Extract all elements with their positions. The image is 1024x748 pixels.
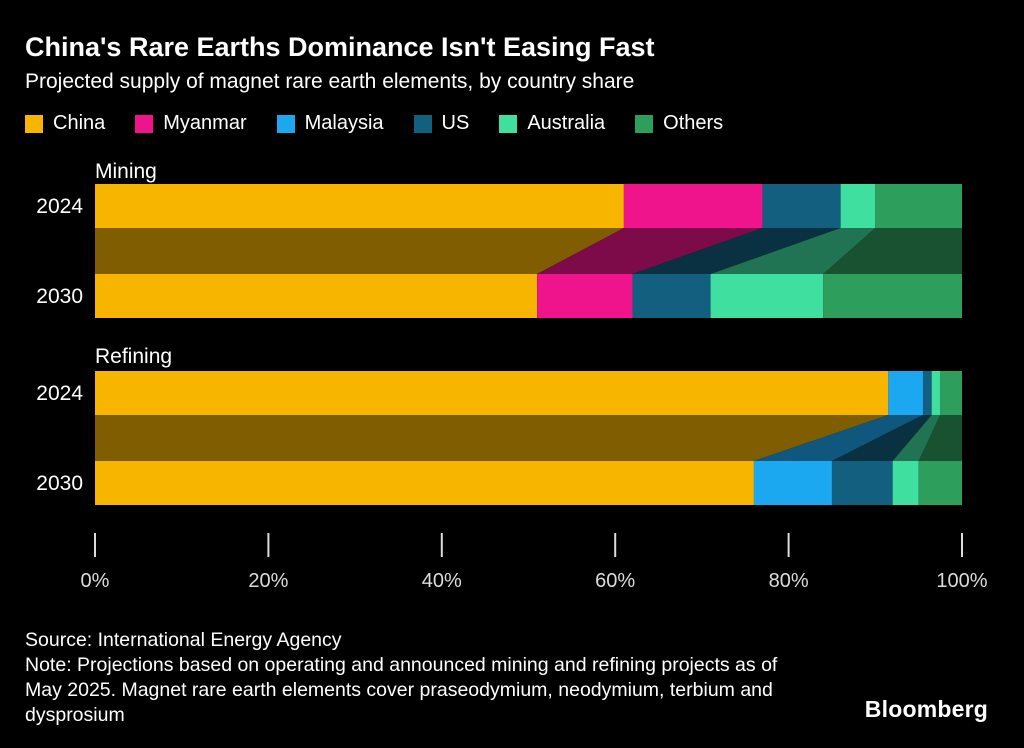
group-label-mining: Mining xyxy=(95,160,157,183)
page-subtitle: Projected supply of magnet rare earth el… xyxy=(25,70,635,93)
flow-mining-others xyxy=(823,228,962,274)
legend-swatch xyxy=(499,114,518,133)
x-tick-label: 100% xyxy=(936,570,987,592)
note-text: Note: Projections based on operating and… xyxy=(25,654,778,726)
legend-label: China xyxy=(53,112,106,134)
legend-swatch xyxy=(135,114,154,133)
flow-refining-us xyxy=(831,415,932,461)
bar-refining-2024-us xyxy=(922,371,932,415)
legend: China Myanmar Malaysia US Australia Others xyxy=(25,112,723,135)
legend-item-malaysia: Malaysia xyxy=(276,112,384,135)
bar-mining-2030-us xyxy=(632,274,711,318)
bar-mining-2024-australia xyxy=(840,184,876,228)
flow-mining-china xyxy=(95,228,624,274)
bar-refining-2030-australia xyxy=(892,461,919,505)
bar-mining-2030-australia xyxy=(710,274,824,318)
legend-item-myanmar: Myanmar xyxy=(135,112,247,135)
bar-refining-2030-others xyxy=(918,461,962,505)
x-tick-label: 60% xyxy=(595,570,635,592)
bloomberg-logo: Bloomberg xyxy=(864,696,988,722)
legend-label: Myanmar xyxy=(163,112,247,134)
legend-item-china: China xyxy=(25,112,105,135)
bar-mining-2024-china xyxy=(95,184,624,228)
year-label: 2030 xyxy=(36,472,83,495)
bar-refining-2024-china xyxy=(95,371,889,415)
bar-refining-2030-china xyxy=(95,461,754,505)
year-label: 2030 xyxy=(36,285,83,308)
legend-swatch xyxy=(635,114,654,133)
x-tick-label: 80% xyxy=(769,570,809,592)
legend-swatch xyxy=(413,114,432,133)
flow-refining-malaysia xyxy=(753,415,923,461)
flow-mining-australia xyxy=(710,228,876,274)
legend-item-others: Others xyxy=(635,112,723,135)
legend-label: Australia xyxy=(527,112,606,134)
legend-item-australia: Australia xyxy=(499,112,605,135)
legend-label: Malaysia xyxy=(304,112,384,134)
bar-mining-2030-others xyxy=(823,274,962,318)
x-tick-label: 40% xyxy=(422,570,462,592)
bar-mining-2030-myanmar xyxy=(537,274,633,318)
bar-refining-2024-others xyxy=(940,371,962,415)
legend-swatch xyxy=(276,114,295,133)
legend-swatch xyxy=(25,114,43,133)
bar-refining-2030-malaysia xyxy=(753,461,832,505)
footer: Source: International Energy Agency Note… xyxy=(25,628,817,728)
flow-mining-us xyxy=(632,228,841,274)
bar-refining-2024-malaysia xyxy=(888,371,923,415)
bar-refining-2030-us xyxy=(831,461,893,505)
stacked-bar-chart: 2024 2030 Mining 2024 2030 Refining 0% 20% 40% 60… xyxy=(36,160,988,592)
legend-label: Others xyxy=(663,112,724,134)
year-label: 2024 xyxy=(36,195,83,218)
bar-mining-2030-china xyxy=(95,274,538,318)
bar-mining-2024-us xyxy=(762,184,841,228)
flow-mining-myanmar xyxy=(537,228,763,274)
legend-label: US xyxy=(441,112,470,134)
year-label: 2024 xyxy=(36,382,83,405)
group-label-refining: Refining xyxy=(95,345,172,368)
bar-mining-2024-myanmar xyxy=(623,184,763,228)
flow-refining-australia xyxy=(892,415,941,461)
page-title: China's Rare Earths Dominance Isn't Easi… xyxy=(25,32,655,62)
bar-refining-2024-australia xyxy=(931,371,941,415)
bar-mining-2024-others xyxy=(875,184,962,228)
x-tick-label: 0% xyxy=(81,570,110,592)
flow-refining-others xyxy=(918,415,962,461)
source-text: Source: International Energy Agency xyxy=(25,629,342,651)
flow-refining-china xyxy=(95,415,889,461)
x-tick-label: 20% xyxy=(248,570,288,592)
legend-item-us: US xyxy=(413,112,470,135)
